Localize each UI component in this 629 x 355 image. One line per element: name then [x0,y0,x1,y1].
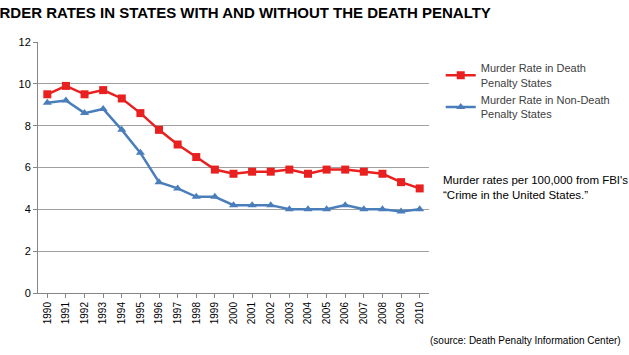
svg-text:2007: 2007 [358,302,369,325]
svg-text:1994: 1994 [116,302,127,325]
svg-text:Murder rates per 100,000 from: Murder rates per 100,000 from FBI's“Crim… [443,174,628,201]
svg-text:1996: 1996 [153,302,164,325]
svg-text:2005: 2005 [321,302,332,325]
svg-text:1998: 1998 [191,302,202,325]
svg-text:4: 4 [25,203,31,215]
svg-text:2008: 2008 [377,302,388,325]
svg-text:Murder Rate in DeathPenalty St: Murder Rate in DeathPenalty States [481,62,586,88]
svg-text:2006: 2006 [339,302,350,325]
svg-text:1992: 1992 [79,302,90,325]
svg-text:MURDER RATES IN STATES WITH AN: MURDER RATES IN STATES WITH AND WITHOUT … [0,4,491,21]
svg-text:1995: 1995 [135,302,146,325]
svg-text:0: 0 [25,287,31,299]
svg-text:2000: 2000 [228,302,239,325]
svg-text:1997: 1997 [172,302,183,325]
svg-text:8: 8 [25,120,31,132]
svg-text:2: 2 [25,245,31,257]
svg-text:12: 12 [19,36,31,48]
svg-text:1990: 1990 [42,302,53,325]
svg-text:Murder Rate in Non-DeathPenalt: Murder Rate in Non-DeathPenalty States [481,94,610,120]
svg-text:10: 10 [19,78,31,90]
svg-text:2004: 2004 [302,302,313,325]
svg-text:1993: 1993 [97,302,108,325]
svg-text:1991: 1991 [60,302,71,325]
svg-text:2003: 2003 [284,302,295,325]
svg-text:(source: Death Penalty Informa: (source: Death Penalty Information Cente… [430,335,621,346]
svg-text:1999: 1999 [209,302,220,325]
svg-text:2001: 2001 [246,302,257,325]
svg-text:6: 6 [25,161,31,173]
svg-text:2009: 2009 [395,302,406,325]
svg-text:2010: 2010 [414,302,425,325]
svg-text:2002: 2002 [265,302,276,325]
